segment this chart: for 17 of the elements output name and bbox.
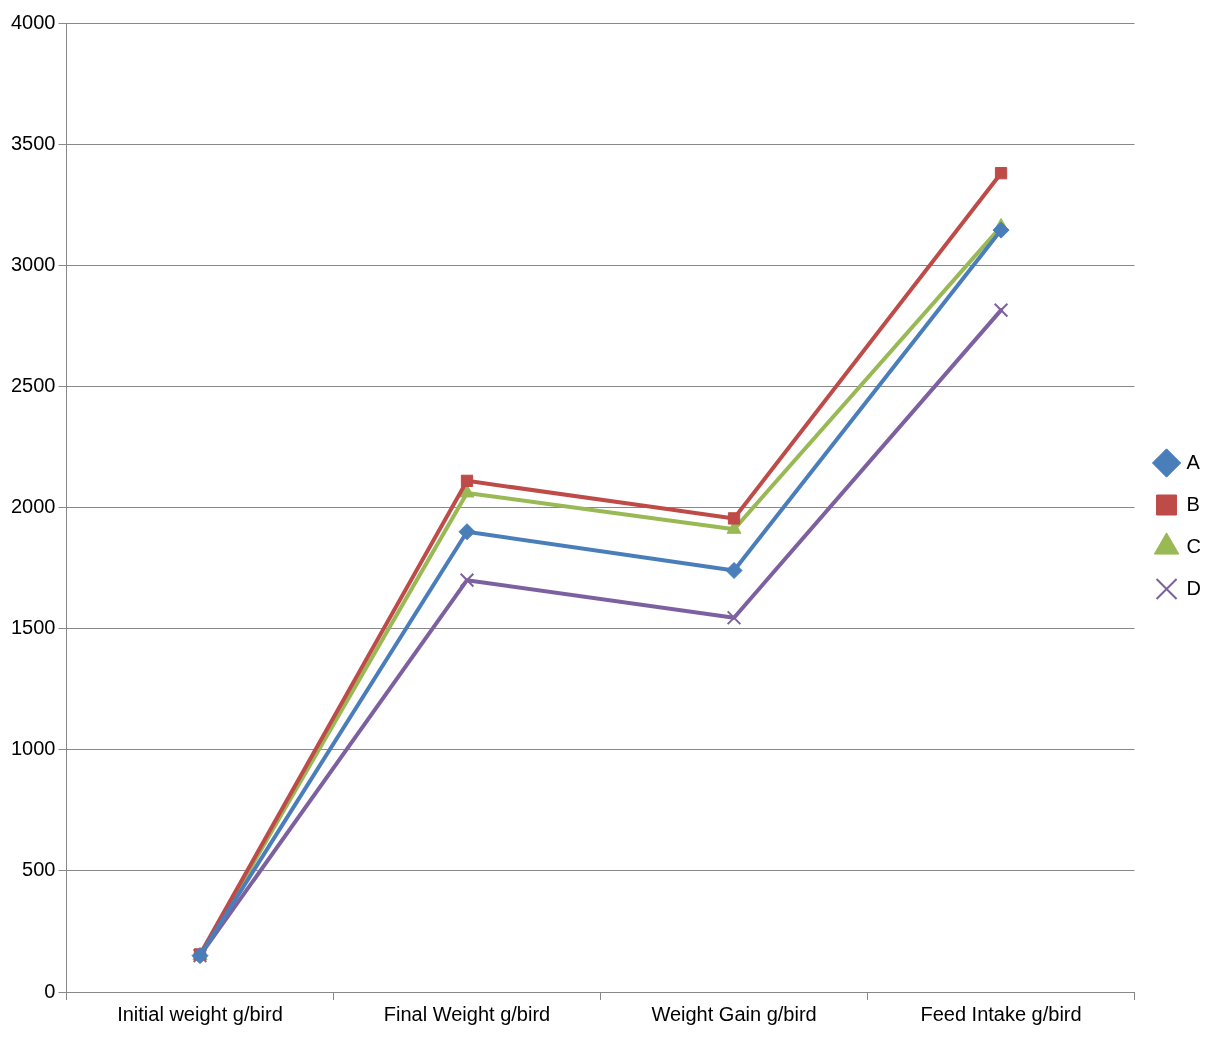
y-tick-label: 0 bbox=[44, 979, 56, 1002]
legend-label: A bbox=[1186, 450, 1201, 473]
legend-label: C bbox=[1186, 534, 1202, 557]
x-tick-label: Initial weight g/bird bbox=[117, 1002, 283, 1025]
y-tick-label: 4000 bbox=[10, 10, 56, 33]
legend-label: B bbox=[1186, 492, 1200, 515]
legend-label: D bbox=[1186, 576, 1202, 599]
x-tick-label: Weight Gain g/bird bbox=[651, 1002, 817, 1025]
y-tick-label: 3000 bbox=[10, 252, 56, 275]
y-tick-label: 1500 bbox=[10, 616, 56, 639]
x-tick-label: Final Weight g/bird bbox=[383, 1002, 551, 1025]
y-tick-label: 1000 bbox=[10, 737, 56, 760]
y-tick-label: 2500 bbox=[10, 373, 56, 396]
y-tick-label: 2000 bbox=[10, 495, 56, 518]
x-tick-label: Feed Intake g/bird bbox=[920, 1002, 1082, 1025]
y-tick-label: 500 bbox=[22, 858, 56, 881]
y-tick-label: 3500 bbox=[10, 131, 56, 154]
